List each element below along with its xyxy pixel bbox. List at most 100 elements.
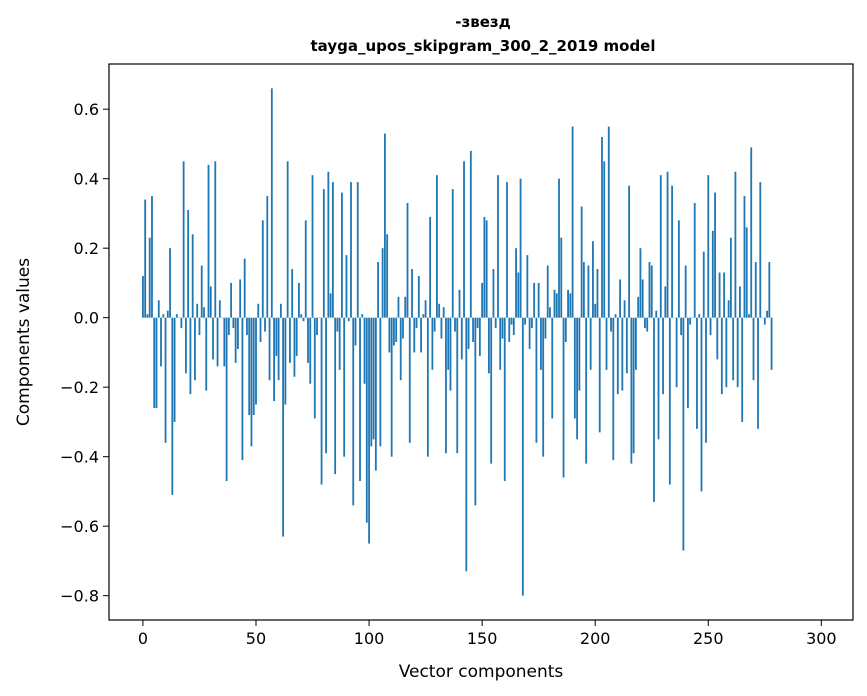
bar <box>625 317 628 374</box>
bar <box>196 303 199 318</box>
bar <box>239 279 242 318</box>
chart-title-line2: tayga_upos_skipgram_300_2_2019 model <box>311 37 656 55</box>
bar <box>729 237 732 318</box>
bar <box>745 227 748 318</box>
bar <box>623 300 626 318</box>
bar <box>284 317 287 405</box>
chart-title-line1: -звезд <box>455 13 510 31</box>
bar <box>295 317 298 356</box>
bar <box>255 317 257 405</box>
bar <box>759 182 762 318</box>
bar <box>705 317 707 443</box>
x-tick-label: 200 <box>580 629 611 648</box>
bar <box>757 317 759 429</box>
bar <box>406 203 409 318</box>
bar <box>148 237 151 318</box>
bar <box>770 317 773 370</box>
bar <box>707 175 710 318</box>
bar <box>666 171 669 318</box>
bar <box>639 248 642 318</box>
bar <box>465 317 468 572</box>
bar <box>248 317 251 415</box>
bar <box>417 275 420 318</box>
bar <box>302 317 305 322</box>
bar <box>503 317 506 481</box>
bar <box>422 314 425 318</box>
bar <box>259 317 262 342</box>
bar <box>144 199 147 318</box>
bar <box>282 317 285 537</box>
bar <box>610 317 612 332</box>
bar <box>488 317 490 374</box>
bar <box>576 317 579 440</box>
x-tick-label: 250 <box>693 629 724 648</box>
bar <box>641 279 644 318</box>
bar <box>252 317 255 415</box>
bar <box>506 182 508 318</box>
bar <box>734 171 737 318</box>
bar <box>445 317 447 454</box>
bar <box>741 317 744 422</box>
bar <box>191 234 194 318</box>
bar <box>442 307 445 318</box>
bar <box>451 189 454 318</box>
bar <box>598 317 601 433</box>
bar <box>472 317 474 342</box>
bar <box>684 265 687 318</box>
bar <box>542 317 545 457</box>
bar <box>393 317 395 346</box>
bar <box>173 317 176 422</box>
x-tick-label: 150 <box>467 629 498 648</box>
bar <box>341 192 343 318</box>
bar <box>648 262 651 318</box>
bar <box>467 317 470 349</box>
bar <box>687 317 689 409</box>
bar <box>644 317 646 329</box>
y-tick-label: 0.2 <box>74 239 99 258</box>
bar <box>637 296 640 318</box>
bar <box>589 317 592 370</box>
bar <box>535 317 538 443</box>
y-axis-ticks: −0.8 −0.6 −0.4 −0.2 0.0 0.2 0.4 0.6 <box>60 100 109 606</box>
bar <box>261 220 264 318</box>
bar <box>696 317 698 429</box>
bar <box>338 317 341 370</box>
bar <box>530 317 533 329</box>
bar <box>291 269 294 318</box>
bar <box>203 307 205 318</box>
bar <box>361 314 364 318</box>
bar <box>334 317 337 475</box>
bar <box>528 317 531 349</box>
bar <box>646 317 649 332</box>
bar <box>671 185 673 318</box>
bar <box>234 317 237 363</box>
bar <box>205 317 208 391</box>
bar <box>198 317 201 336</box>
bar <box>447 317 450 370</box>
bar <box>621 317 624 391</box>
bar <box>157 300 160 318</box>
bar <box>526 255 529 318</box>
bar <box>350 182 352 318</box>
bar <box>160 317 162 367</box>
bar <box>501 317 504 339</box>
bar <box>689 317 692 325</box>
bar <box>587 265 590 318</box>
bar <box>313 317 316 419</box>
bar <box>668 317 671 485</box>
y-tick-label: −0.4 <box>60 448 99 467</box>
bar <box>515 248 517 318</box>
bar <box>463 161 465 318</box>
bar <box>273 317 275 402</box>
bar <box>187 209 190 318</box>
bar <box>232 317 235 329</box>
bar <box>594 303 597 318</box>
bar <box>336 317 339 332</box>
bar <box>512 317 515 336</box>
bar <box>194 317 196 381</box>
bar <box>169 248 171 318</box>
bar <box>388 317 391 353</box>
bar <box>743 196 746 318</box>
bar <box>754 262 757 318</box>
